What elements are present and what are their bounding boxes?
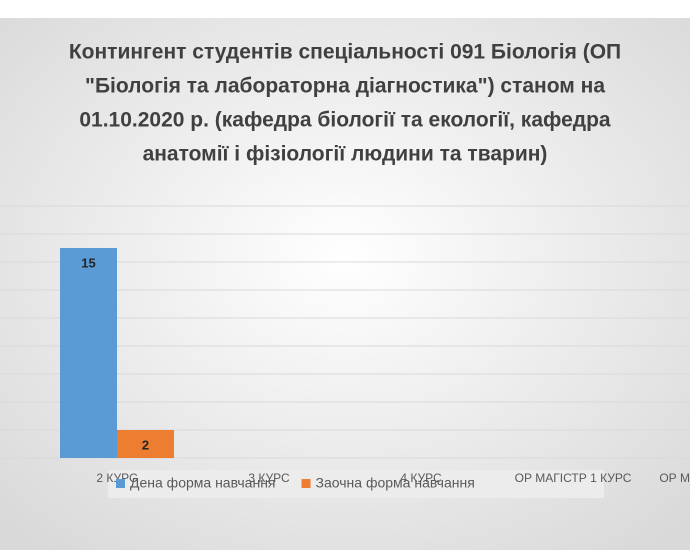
chart-title: анатомії і фізіології людини та тварин) — [143, 143, 548, 166]
data-label: 15 — [81, 255, 95, 270]
bar — [60, 248, 117, 458]
x-tick-label: 2 КУРС — [96, 471, 138, 485]
legend-swatch — [116, 479, 125, 488]
bar — [117, 430, 174, 458]
legend-swatch — [301, 479, 311, 488]
legend-label: Заочна форма навчання — [316, 475, 475, 491]
legend-box — [108, 470, 604, 498]
top-strip — [0, 0, 690, 18]
chart-title: 01.10.2020 р. (кафедра біології та еколо… — [79, 109, 611, 132]
x-tick-label: ОР МАГІСТР 1 КУРС — [515, 471, 632, 485]
chart-title: "Біологія та лабораторна діагностика") с… — [85, 75, 605, 98]
x-tick-label: 3 КУРС — [248, 471, 290, 485]
x-tick-label: 4 КУРС — [400, 471, 442, 485]
x-tick-label: ОР М — [659, 471, 690, 485]
data-label: 2 — [142, 437, 149, 452]
chart-title: Контингент студентів спеціальності 091 Б… — [69, 41, 621, 64]
legend-label: Дена форма навчання — [130, 475, 276, 491]
